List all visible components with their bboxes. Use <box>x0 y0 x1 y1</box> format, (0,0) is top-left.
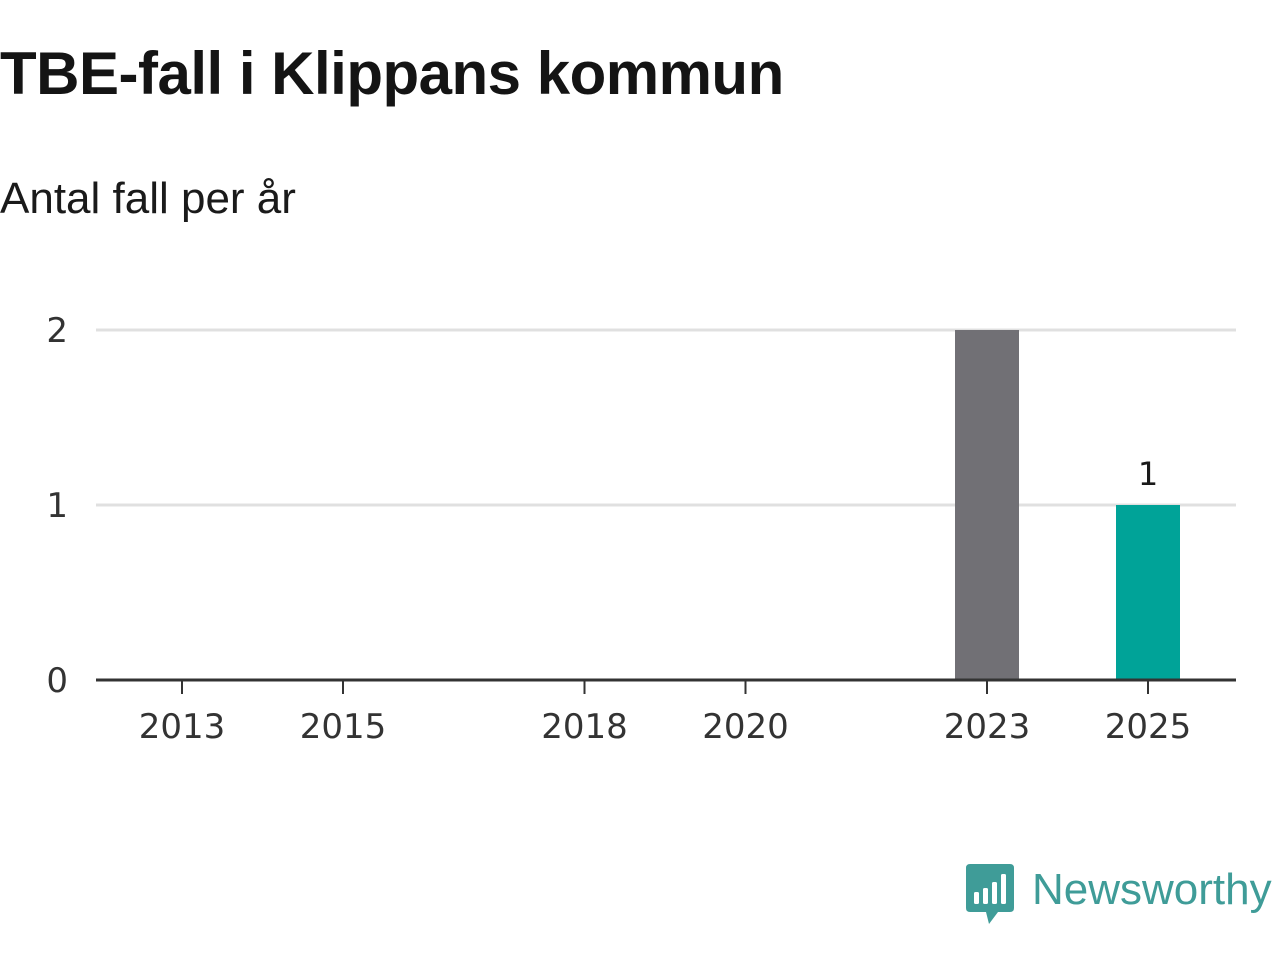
chart-title: TBE-fall i Klippans kommun <box>0 40 784 107</box>
x-axis <box>96 678 1236 694</box>
x-tick-label: 2020 <box>702 707 789 747</box>
y-tick-label: 1 <box>46 486 68 526</box>
bar-2025 <box>1116 505 1180 680</box>
chart-subtitle: Antal fall per år <box>0 174 296 223</box>
x-tick-label: 2023 <box>944 707 1031 747</box>
y-tick-label: 2 <box>46 311 68 351</box>
bar-2023 <box>955 330 1019 680</box>
newsworthy-brand: Newsworthy <box>964 862 1272 926</box>
gridlines <box>96 328 1236 507</box>
x-tick-label: 2013 <box>139 707 226 747</box>
x-tick-label: 2018 <box>541 707 628 747</box>
data-labels: 1 <box>1138 455 1158 493</box>
x-axis-tick-labels: 2013 2015 2018 2020 2023 2025 <box>139 707 1192 747</box>
bars <box>955 330 1180 680</box>
newsworthy-logo-icon <box>966 864 1014 924</box>
brand-name: Newsworthy <box>1032 865 1272 914</box>
y-axis-tick-labels: 0 1 2 <box>46 311 68 701</box>
y-tick-label: 0 <box>46 661 68 701</box>
data-label: 1 <box>1138 455 1158 493</box>
x-tick-label: 2015 <box>300 707 387 747</box>
x-tick-label: 2025 <box>1105 707 1192 747</box>
